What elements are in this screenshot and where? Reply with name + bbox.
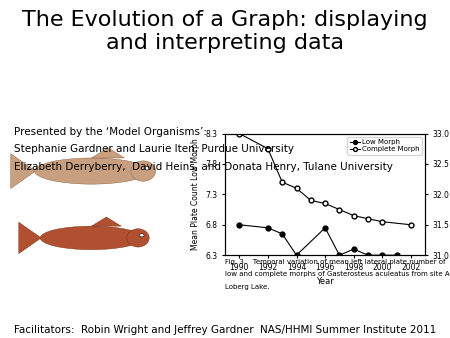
Complete Morph (279, 180, 285, 184)
Text: Fig. 3.   Temporal variation of mean left lateral plate number of: Fig. 3. Temporal variation of mean left … (225, 259, 446, 265)
Low Morph (351, 247, 356, 251)
Low Morph (265, 226, 270, 230)
Ellipse shape (35, 158, 148, 184)
Low Morph (337, 253, 342, 257)
Low Morph (294, 253, 299, 257)
Text: low and complete morphs of Gasterosteus aculeatus from site A in: low and complete morphs of Gasterosteus … (225, 271, 450, 277)
Y-axis label: Mean Plate Count Low Morph: Mean Plate Count Low Morph (191, 139, 200, 250)
Text: NAS/HHMI Summer Institute 2011: NAS/HHMI Summer Institute 2011 (260, 324, 436, 335)
Text: Stephanie Gardner and Laurie Iten, Purdue University: Stephanie Gardner and Laurie Iten, Purdu… (14, 144, 293, 154)
Low Morph (365, 253, 371, 257)
Complete Morph (294, 186, 299, 190)
Complete Morph (237, 131, 242, 136)
Ellipse shape (40, 226, 143, 250)
Polygon shape (91, 217, 121, 226)
Low Morph (237, 223, 242, 227)
Text: The Evolution of a Graph: displaying
and interpreting data: The Evolution of a Graph: displaying and… (22, 10, 428, 53)
Text: Loberg Lake.: Loberg Lake. (225, 284, 270, 290)
Text: Presented by the ‘Model Organisms’:: Presented by the ‘Model Organisms’: (14, 127, 207, 137)
Ellipse shape (127, 229, 149, 247)
Complete Morph (322, 201, 328, 206)
Complete Morph (380, 220, 385, 224)
Polygon shape (19, 222, 41, 254)
Low Morph (322, 226, 328, 230)
Complete Morph (351, 214, 356, 218)
Ellipse shape (140, 234, 144, 237)
Line: Low Morph: Low Morph (237, 222, 399, 258)
Ellipse shape (131, 161, 156, 181)
Polygon shape (91, 148, 125, 158)
Legend: Low Morph, Complete Morph: Low Morph, Complete Morph (347, 137, 422, 154)
Complete Morph (265, 147, 270, 151)
Text: Elizabeth Derryberry,  David Heins, and Donata Henry, Tulane University: Elizabeth Derryberry, David Heins, and D… (14, 162, 392, 172)
Polygon shape (11, 153, 36, 189)
Complete Morph (337, 208, 342, 212)
Complete Morph (365, 217, 371, 221)
X-axis label: Year: Year (316, 277, 334, 286)
Complete Morph (308, 198, 314, 202)
Line: Complete Morph: Complete Morph (237, 131, 414, 227)
Low Morph (380, 253, 385, 257)
Low Morph (394, 253, 399, 257)
Text: Facilitators:  Robin Wright and Jeffrey Gardner: Facilitators: Robin Wright and Jeffrey G… (14, 324, 253, 335)
Complete Morph (408, 223, 414, 227)
Ellipse shape (145, 166, 150, 170)
Low Morph (279, 232, 285, 236)
